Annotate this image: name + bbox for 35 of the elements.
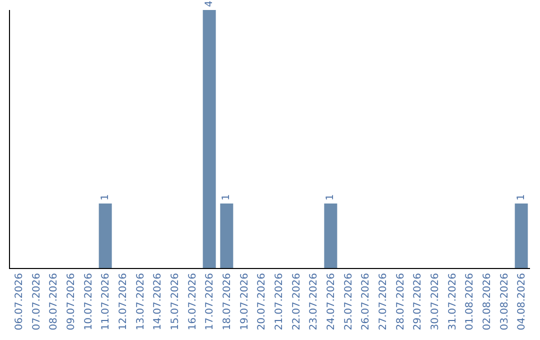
- x-tick-label: 21.07.2026: [274, 273, 285, 330]
- x-tick-label: 16.07.2026: [187, 273, 198, 330]
- x-tick-label: 22.07.2026: [291, 273, 302, 330]
- x-tick-label: 26.07.2026: [360, 273, 372, 330]
- x-tick-label: 10.07.2026: [83, 273, 94, 330]
- x-tick-label: 31.07.2026: [447, 273, 458, 330]
- x-tick-label: 04.08.2026: [516, 273, 528, 330]
- x-tick-label: 27.07.2026: [378, 273, 389, 330]
- x-tick-label: 01.08.2026: [464, 273, 476, 330]
- data-label: 1: [221, 194, 232, 200]
- x-tick-label: 12.07.2026: [118, 273, 129, 330]
- x-tick-label: 24.07.2026: [326, 273, 337, 330]
- x-tick-label: 15.07.2026: [170, 273, 181, 330]
- x-tick-label: 25.07.2026: [343, 273, 354, 330]
- x-tick-label: 06.07.2026: [14, 273, 25, 330]
- x-tick-label: 19.07.2026: [239, 273, 250, 330]
- data-label: 1: [325, 194, 336, 200]
- x-tick-label: 02.08.2026: [482, 273, 493, 330]
- x-tick-label: 30.07.2026: [430, 273, 441, 330]
- x-tick-label: 08.07.2026: [48, 273, 60, 330]
- x-tick-label: 09.07.2026: [66, 273, 77, 330]
- x-tick-label: 03.08.2026: [499, 273, 510, 330]
- x-tick-label: 28.07.2026: [395, 273, 406, 330]
- data-label: 4: [204, 0, 215, 7]
- x-tick-label: 13.07.2026: [135, 273, 146, 330]
- data-label: 1: [516, 194, 527, 200]
- x-tick-label: 23.07.2026: [308, 273, 320, 330]
- data-label: 1: [100, 194, 111, 200]
- x-tick-label: 29.07.2026: [412, 273, 424, 330]
- x-tick-label: 11.07.2026: [100, 273, 112, 330]
- x-tick-label: 07.07.2026: [31, 273, 42, 330]
- x-tick-label: 17.07.2026: [204, 273, 216, 330]
- x-tick-label: 14.07.2026: [152, 273, 164, 330]
- x-tick-label: 20.07.2026: [256, 273, 268, 330]
- x-tick-label: 18.07.2026: [222, 273, 233, 330]
